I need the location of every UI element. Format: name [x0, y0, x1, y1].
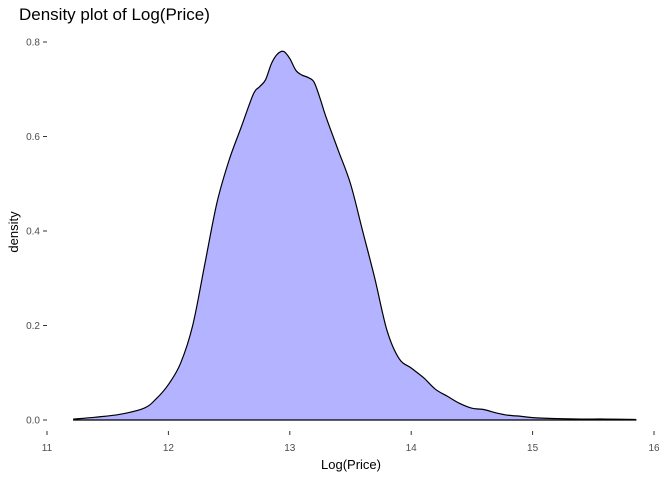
- x-axis-title: Log(Price): [321, 457, 381, 472]
- y-tick-label: 0.8: [26, 38, 40, 49]
- x-tick-label: 14: [406, 443, 418, 454]
- y-tick-label: 0.4: [26, 227, 40, 238]
- y-tick-label: 0.6: [26, 132, 40, 143]
- y-tick-label: 0.2: [26, 321, 40, 332]
- x-axis: 11 12 13 14 15 16: [42, 431, 660, 454]
- chart-title: Density plot of Log(Price): [19, 5, 210, 24]
- x-tick-label: 13: [284, 443, 296, 454]
- x-tick-label: 11: [42, 443, 53, 454]
- y-axis: 0.0 0.2 0.4 0.6 0.8: [26, 38, 47, 427]
- y-axis-title: density: [6, 211, 21, 253]
- x-tick-label: 12: [163, 443, 175, 454]
- x-tick-label: 16: [648, 443, 660, 454]
- y-tick-label: 0.0: [26, 416, 40, 427]
- x-tick-label: 15: [527, 443, 539, 454]
- density-area: [73, 50, 637, 421]
